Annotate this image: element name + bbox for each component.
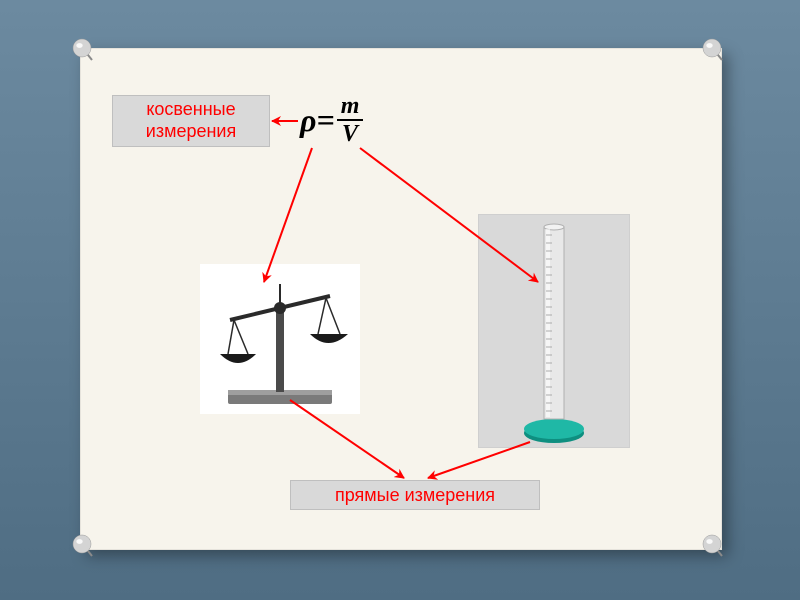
- graduated-cylinder-image: [478, 214, 630, 448]
- formula-numerator: m: [337, 94, 364, 118]
- label-indirect-measurements: косвенные измерения: [112, 95, 270, 147]
- formula-denominator: V: [338, 122, 362, 146]
- label-indirect-line2: измерения: [146, 121, 236, 143]
- balance-scale-icon: [200, 264, 360, 414]
- balance-scale-image: [200, 264, 360, 414]
- label-direct-text: прямые измерения: [335, 485, 495, 506]
- density-formula: ρ= m V: [300, 94, 363, 146]
- graduated-cylinder-icon: [479, 215, 629, 447]
- formula-rho: ρ: [300, 102, 316, 138]
- formula-eq: =: [316, 102, 334, 138]
- label-indirect-line1: косвенные: [146, 99, 236, 121]
- label-direct-measurements: прямые измерения: [290, 480, 540, 510]
